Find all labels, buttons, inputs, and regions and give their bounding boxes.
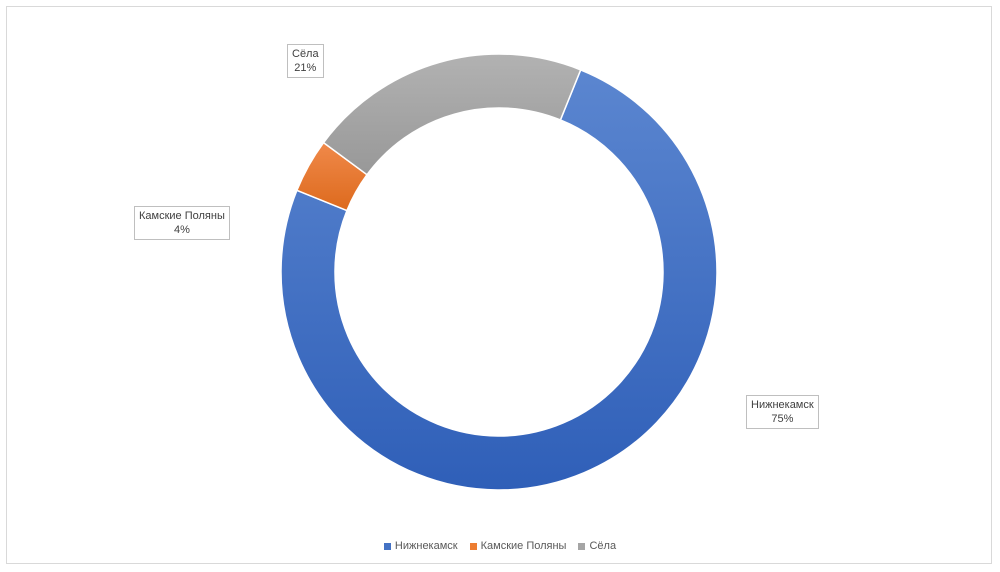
data-label-value: 21% [294,62,317,74]
legend-label: Сёла [589,540,617,552]
legend-swatch [578,542,586,550]
data-label-name: Нижнекамск [751,399,814,411]
legend-item-kamskie-polyany[interactable]: Камские Поляны [469,540,567,552]
data-label-value: 75% [771,413,794,425]
legend-item-nizhnekamsk[interactable]: Нижнекамск [383,540,458,552]
legend-swatch [469,542,477,550]
data-label-sela: Сёла 21% [287,44,324,78]
data-label-value: 4% [173,224,190,236]
legend: Нижнекамск Камские Поляны Сёла [0,540,1000,552]
donut-slice-0[interactable] [280,68,718,491]
data-label-nizhnekamsk: Нижнекамск 75% [746,395,819,429]
legend-swatch [383,542,391,550]
data-label-name: Сёла [292,48,319,60]
data-label-kamskie-polyany: Камские Поляны 4% [134,206,230,240]
legend-label: Камские Поляны [480,540,567,552]
donut-slice-2[interactable] [322,53,582,176]
data-label-name: Камские Поляны [139,210,225,222]
legend-label: Нижнекамск [394,540,458,552]
legend-item-sela[interactable]: Сёла [578,540,616,552]
